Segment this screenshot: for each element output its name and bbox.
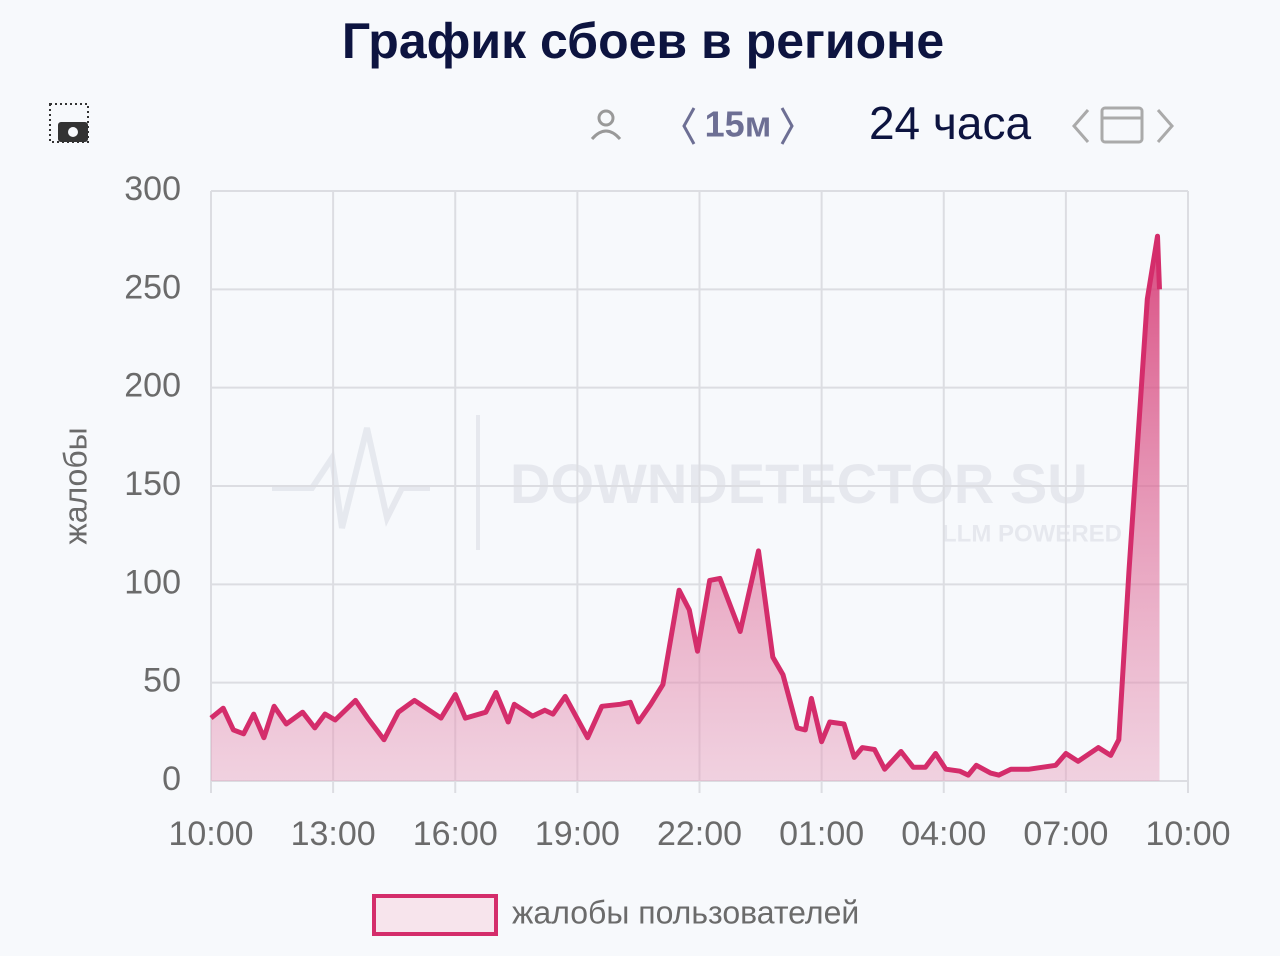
watermark: DOWNDETECTOR SU LLM POWERED (272, 415, 1122, 550)
x-tick-label: 10:00 (1145, 815, 1230, 853)
area-line (209, 233, 1162, 778)
x-tick-label: 16:00 (413, 815, 498, 853)
legend-label: жалобы пользователей (512, 894, 859, 930)
area-fill (211, 236, 1160, 781)
y-tick-label: 250 (124, 268, 181, 306)
y-tick-label: 0 (162, 760, 181, 798)
screenshot-button[interactable] (49, 103, 89, 143)
date-picker[interactable] (1072, 106, 1174, 144)
x-tick-label: 10:00 (168, 815, 253, 853)
y-tick-label: 100 (124, 563, 181, 601)
y-axis-label: жалобы (57, 427, 93, 544)
user-icon[interactable] (590, 109, 622, 141)
x-tick-label: 04:00 (901, 815, 986, 853)
interval-selector[interactable]: 15м (682, 104, 794, 145)
watermark-brand: DOWNDETECTOR SU (510, 452, 1088, 515)
y-tick-label: 300 (124, 170, 181, 208)
x-tick-label: 07:00 (1023, 815, 1108, 853)
interval-label: 15м (705, 104, 772, 145)
legend-swatch (372, 894, 498, 936)
x-tick-label: 22:00 (657, 815, 742, 853)
x-tick-label: 13:00 (291, 815, 376, 853)
x-tick-label: 01:00 (779, 815, 864, 853)
watermark-tagline: LLM POWERED (942, 520, 1122, 547)
x-tick-label: 19:00 (535, 815, 620, 853)
range-label[interactable]: 24 часа (869, 97, 1031, 149)
y-tick-label: 150 (124, 465, 181, 503)
page-title: График сбоев в регионе (342, 13, 944, 69)
y-tick-label: 200 (124, 367, 181, 405)
y-tick-label: 50 (143, 662, 181, 700)
